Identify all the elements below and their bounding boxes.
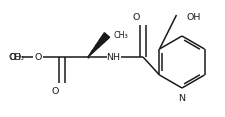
Text: N: N [178,94,185,103]
Text: O: O [14,53,21,62]
Polygon shape [88,51,93,57]
Text: O: O [132,13,140,22]
Text: O: O [34,53,42,62]
Polygon shape [92,45,99,52]
Polygon shape [100,33,110,42]
Polygon shape [96,39,104,47]
Text: NH: NH [106,53,120,62]
Text: O: O [8,53,16,62]
Text: CH₃: CH₃ [10,53,25,62]
Text: OH: OH [187,13,201,22]
Text: CH₃: CH₃ [113,31,128,40]
Text: O: O [51,86,59,95]
